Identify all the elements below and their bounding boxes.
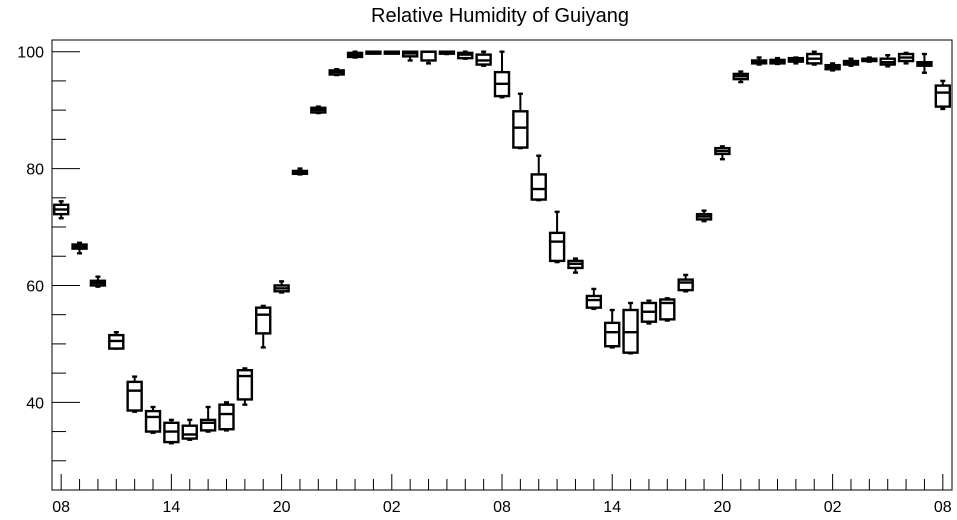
x-axis: 08 14 20 02 08 14 20 02 08: [52, 474, 952, 516]
box-hour-12: [273, 280, 290, 294]
box-hour-34: [677, 273, 694, 293]
box-hour-41: [806, 50, 823, 66]
box-hour-20: [420, 50, 437, 65]
box-hour-30: [604, 308, 621, 349]
iqr-box: [512, 110, 529, 149]
box-hour-8: [199, 405, 217, 433]
iqr-box: [199, 418, 217, 432]
iqr-box: [530, 173, 547, 201]
iqr-box: [548, 231, 566, 263]
box-hour-48: [934, 79, 952, 111]
box-hour-18: [383, 50, 400, 55]
box-hour-7: [181, 418, 198, 441]
box-hour-2: [89, 275, 107, 288]
y-tick-label: 100: [17, 45, 44, 62]
chart-title: Relative Humidity of Guiyang: [371, 5, 629, 27]
box-hour-33: [659, 297, 676, 322]
iqr-box: [126, 380, 143, 412]
box-hour-32: [640, 299, 658, 325]
box-hour-11: [255, 304, 272, 349]
plot-frame: [51, 39, 953, 491]
box-hour-47: [916, 52, 933, 74]
box-hour-16: [346, 50, 364, 59]
iqr-box: [604, 321, 621, 348]
iqr-box: [934, 84, 952, 108]
box-hour-42: [824, 62, 841, 72]
box-hour-19: [401, 50, 419, 62]
x-tick-label: 14: [603, 499, 621, 516]
iqr-box: [659, 298, 676, 321]
iqr-box: [181, 424, 198, 440]
box-hour-1: [71, 241, 88, 255]
y-axis: 40 60 80 100: [17, 45, 80, 462]
box-hour-22: [457, 50, 474, 60]
box-hour-6: [163, 418, 180, 445]
x-tick-label: 20: [273, 499, 291, 516]
iqr-box: [677, 278, 694, 292]
box-hour-46: [897, 51, 915, 65]
iqr-box: [144, 409, 162, 433]
x-tick-label: 02: [824, 499, 842, 516]
box-hour-10: [236, 367, 254, 406]
box-hour-38: [750, 56, 768, 66]
box-hour-4: [126, 375, 143, 413]
x-tick-label: 08: [493, 499, 511, 516]
box-hour-43: [842, 57, 860, 67]
x-tick-label: 20: [714, 499, 732, 516]
box-hour-40: [787, 56, 805, 65]
box-hour-27: [548, 210, 566, 264]
y-tick-label: 40: [26, 395, 44, 412]
iqr-box: [236, 368, 254, 401]
iqr-box: [255, 306, 272, 335]
iqr-box: [585, 294, 603, 309]
box-hour-37: [732, 70, 749, 84]
box-hour-15: [328, 68, 345, 77]
box-hour-31: [622, 301, 639, 355]
box-series: [52, 50, 952, 445]
box-hour-39: [769, 56, 786, 66]
box-hour-25: [512, 92, 529, 150]
box-hour-3: [108, 331, 125, 350]
x-tick-label: 08: [52, 499, 70, 516]
box-hour-28: [567, 257, 584, 274]
y-tick-label: 60: [26, 278, 44, 295]
box-hour-24: [493, 50, 511, 99]
box-hour-35: [695, 209, 713, 223]
box-hour-29: [585, 287, 603, 311]
iqr-box: [420, 50, 437, 62]
box-hour-21: [438, 50, 456, 56]
y-tick-label: 80: [26, 162, 44, 179]
box-hour-13: [291, 167, 309, 176]
box-hour-14: [310, 105, 327, 115]
box-hour-9: [218, 401, 235, 432]
box-hour-5: [144, 405, 162, 434]
box-hour-45: [879, 53, 896, 68]
box-hour-17: [365, 50, 382, 55]
box-hour-26: [530, 154, 547, 202]
box-hour-44: [861, 56, 878, 63]
box-hour-23: [475, 50, 492, 67]
x-tick-label: 14: [162, 499, 180, 516]
x-tick-label: 08: [934, 499, 952, 516]
iqr-box: [218, 403, 235, 431]
box-hour-0: [52, 200, 70, 220]
box-hour-36: [714, 145, 731, 161]
x-tick-label: 02: [383, 499, 401, 516]
